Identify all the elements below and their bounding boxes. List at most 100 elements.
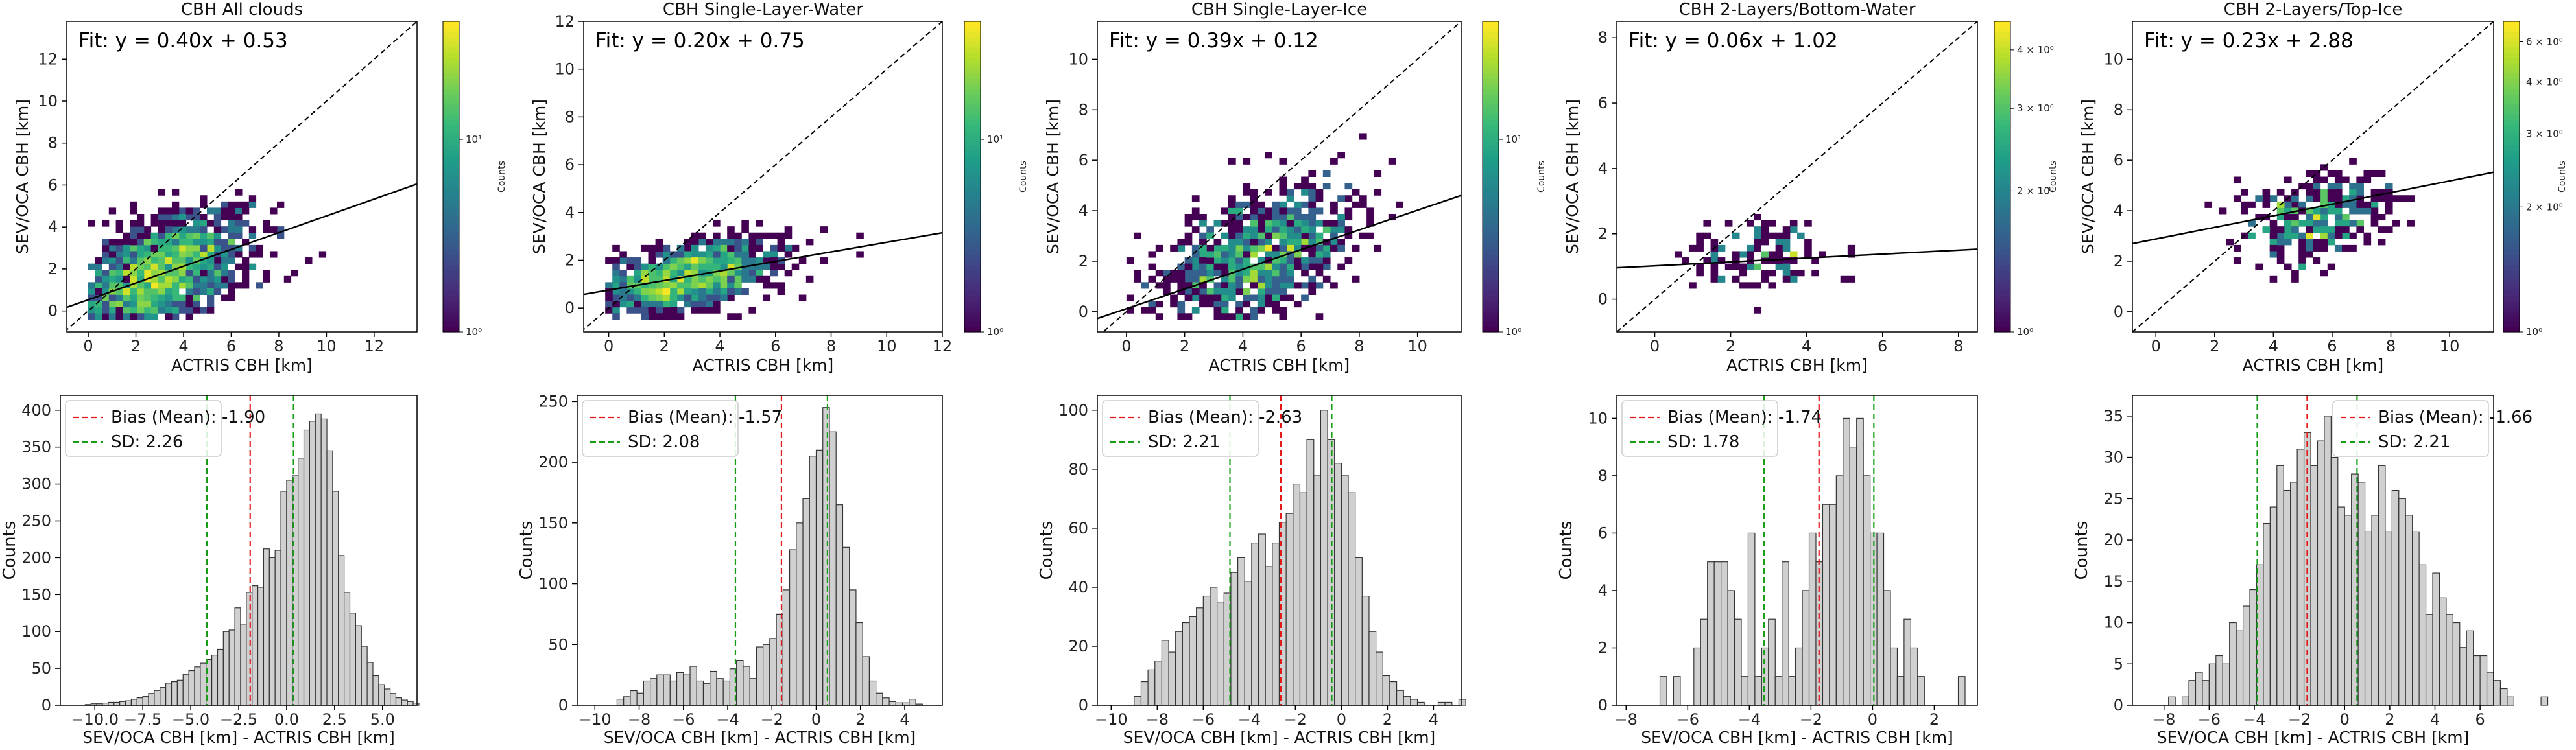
histogram-bar <box>2439 597 2447 706</box>
colorbar-segment <box>2503 182 2520 188</box>
y-tick-label: 350 <box>21 438 51 456</box>
colorbar-segment <box>1994 83 2010 89</box>
colorbar-segment <box>443 197 459 204</box>
density-cell <box>770 244 778 252</box>
density-cell <box>1322 170 1331 177</box>
density-cell <box>1768 282 1776 289</box>
colorbar-segment <box>2503 213 2520 218</box>
density-cell <box>2276 244 2285 252</box>
density-cell <box>1286 294 1294 301</box>
colorbar-segment <box>1483 202 1499 208</box>
colorbar-segment <box>1483 31 1499 38</box>
density-cell <box>193 232 200 239</box>
histogram-bar <box>2371 515 2379 706</box>
density-cell <box>691 294 699 301</box>
colorbar-segment <box>2503 264 2520 270</box>
density-cell <box>1265 232 1272 239</box>
colorbar-segment <box>2503 259 2520 265</box>
density-cell <box>1710 251 1719 258</box>
histogram-bar <box>1293 483 1301 706</box>
colorbar-segment <box>964 301 981 307</box>
density-cell <box>2320 270 2328 277</box>
density-cell <box>2269 239 2278 246</box>
density-cell <box>655 313 663 320</box>
density-cell <box>713 220 721 227</box>
x-tick-label: −2 <box>761 710 783 729</box>
density-cell <box>178 226 187 233</box>
density-cell <box>137 226 145 233</box>
density-cell <box>158 244 165 252</box>
density-cell <box>1337 213 1345 221</box>
density-cell <box>1761 239 1769 246</box>
histogram-bar <box>1258 533 1266 706</box>
density-cell <box>713 270 721 277</box>
density-cell <box>1308 207 1317 215</box>
histogram-bar <box>286 480 293 706</box>
colorbar-segment <box>2503 62 2520 69</box>
density-cell <box>123 288 130 296</box>
density-cell <box>1761 220 1769 227</box>
density-cell <box>2378 170 2386 177</box>
histogram-bar <box>1896 676 1905 706</box>
density-cell <box>1148 263 1156 270</box>
density-cell <box>1732 263 1740 270</box>
density-cell <box>1322 239 1331 246</box>
colorbar-frame <box>1994 21 2011 333</box>
density-cell <box>1308 232 1317 239</box>
density-cell <box>1330 226 1338 233</box>
density-cell <box>662 307 671 314</box>
density-cell <box>2320 164 2328 171</box>
density-cell <box>213 207 222 215</box>
density-cell <box>684 270 692 277</box>
histogram-bar <box>1782 561 1789 706</box>
density-cell <box>2385 226 2393 233</box>
histogram-bar <box>1843 417 1850 706</box>
density-cell <box>634 275 641 283</box>
density-cell <box>1286 270 1294 277</box>
density-cell <box>1228 275 1236 283</box>
density-cell <box>95 257 102 264</box>
density-cell <box>770 263 778 270</box>
fit-line <box>2132 171 2494 245</box>
density-cell <box>158 226 165 233</box>
density-cell <box>2320 220 2328 227</box>
density-cell <box>720 239 728 246</box>
density-cell <box>2334 244 2343 252</box>
density-cell <box>648 270 656 277</box>
density-cell <box>1308 244 1317 252</box>
density-cell <box>242 207 250 215</box>
histogram-bar <box>2330 456 2339 706</box>
density-cell <box>1747 282 1754 289</box>
density-cell <box>1206 244 1215 252</box>
colorbar-segment <box>2503 192 2520 198</box>
histogram-bar <box>349 613 356 706</box>
density-cell <box>1221 301 1229 308</box>
density-cell <box>1235 275 1243 283</box>
density-cell <box>2298 244 2306 252</box>
histogram-bars <box>84 413 420 706</box>
density-cell <box>228 232 235 239</box>
y-tick-label: 8 <box>565 108 575 126</box>
density-cell <box>200 195 208 202</box>
colorbar-segment <box>443 114 459 121</box>
colorbar-segment <box>964 140 981 146</box>
density-cell <box>200 288 208 296</box>
density-cell <box>2349 220 2357 227</box>
density-cell <box>95 313 102 320</box>
colorbar-segment <box>1994 306 2010 312</box>
y-tick-label: 40 <box>1068 578 1088 596</box>
colorbar-tick-label: 4 × 10⁰ <box>2017 44 2054 56</box>
density-cell <box>720 263 728 270</box>
density-cell <box>1170 270 1178 277</box>
density-cell <box>1293 239 1302 246</box>
density-cells <box>88 189 327 320</box>
colorbar-segment <box>964 228 981 234</box>
density-cell <box>228 220 235 227</box>
density-cell <box>1308 288 1317 296</box>
density-cell <box>242 275 250 283</box>
density-cell <box>684 294 692 301</box>
density-cell <box>1184 294 1193 301</box>
histogram-bar <box>782 589 791 706</box>
